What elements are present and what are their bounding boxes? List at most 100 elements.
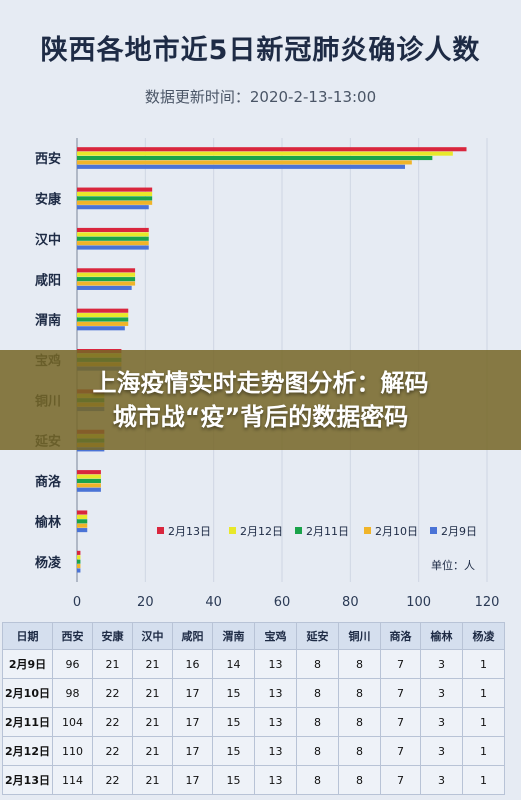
table-cell: 8 [338,736,381,766]
bar-chart: 020406080100120西安安康汉中咸阳渭南宝鸡铜川延安商洛榆林杨凌2月1… [34,138,500,610]
bar [77,474,101,479]
table-cell: 8 [296,765,339,795]
bar [77,321,129,326]
table-cell: 8 [338,707,381,737]
legend-swatch [157,527,164,534]
table-header-cell: 商洛 [380,622,421,650]
bar [77,313,129,318]
bar [77,308,129,313]
x-tick-label: 0 [73,595,81,610]
table-cell: 13 [254,736,297,766]
table-cell: 98 [52,678,93,708]
table-cell: 7 [380,707,421,737]
table-cell: 15 [212,765,255,795]
table-header-cell: 西安 [52,622,93,650]
table-cell: 22 [92,678,133,708]
category-label: 西安 [35,151,61,167]
table-date-cell: 2月12日 [2,736,53,766]
bar [77,281,136,286]
x-tick-label: 120 [475,595,500,610]
category-label: 咸阳 [35,272,61,288]
table-header-row: 日期 西安 安康 汉中 咸阳 渭南 宝鸡 延安 铜川 商洛 榆林 杨凌 [2,622,505,650]
table-cell: 1 [462,649,505,679]
bar [77,317,129,322]
bar [77,232,149,237]
table-row: 2月13日 114 22 21 17 15 13 8 8 7 3 1 [2,765,505,795]
bar [77,550,81,555]
table-cell: 1 [462,678,505,708]
headline-line-1: 上海疫情实时走势图分析：解码 [92,369,429,397]
bar [77,155,433,161]
table-date-cell: 2月11日 [2,707,53,737]
bar [77,187,153,192]
unit-label: 单位：人 [431,558,475,572]
bar [77,277,136,282]
table-header-cell: 渭南 [212,622,255,650]
table-cell: 13 [254,765,297,795]
table-row: 2月11日 104 22 21 17 15 13 8 8 7 3 1 [2,707,505,737]
bar [77,528,88,533]
x-tick-label: 100 [406,595,431,610]
table-cell: 3 [420,707,463,737]
table-cell: 17 [172,678,213,708]
legend-label: 2月11日 [306,525,349,538]
bar [77,519,88,524]
table-date-cell: 2月10日 [2,678,53,708]
table-cell: 13 [254,649,297,679]
bar [77,510,88,515]
bar [77,160,412,165]
table-cell: 17 [172,707,213,737]
bar [77,196,153,201]
bar [77,564,81,569]
table-cell: 22 [92,736,133,766]
bar [77,568,81,573]
table-row: 2月9日 96 21 21 16 14 13 8 8 7 3 1 [2,649,505,679]
table-cell: 21 [92,649,133,679]
legend-label: 2月12日 [240,525,283,538]
bar [77,151,453,156]
chart-title: 陕西各地市近5日新冠肺炎确诊人数 [40,35,481,66]
table-cell: 1 [462,765,505,795]
bar [77,236,149,241]
table-cell: 96 [52,649,93,679]
table-cell: 14 [212,649,255,679]
table-cell: 8 [296,678,339,708]
category-label: 商洛 [35,474,62,490]
table-cell: 1 [462,707,505,737]
table-header-cell: 榆林 [420,622,463,650]
bar [77,147,467,152]
bar [77,227,149,233]
update-time: 数据更新时间：2020-2-13-13:00 [144,88,377,106]
table-cell: 3 [420,736,463,766]
table-date-cell: 2月13日 [2,765,53,795]
table-cell: 8 [338,765,381,795]
bar [77,285,132,290]
category-label: 安康 [35,192,62,208]
table-cell: 1 [462,736,505,766]
bar [77,200,153,205]
table-cell: 16 [172,649,213,679]
table-cell: 104 [52,707,93,737]
table-cell: 3 [420,649,463,679]
table-cell: 21 [132,678,173,708]
legend-swatch [295,527,302,534]
data-table: 日期 西安 安康 汉中 咸阳 渭南 宝鸡 延安 铜川 商洛 榆林 杨凌 2月9日 96 21 21 16 14 1… [2,622,505,795]
table-header-cell: 铜川 [338,622,381,650]
table-cell: 7 [380,765,421,795]
bar [77,241,149,246]
bar [77,523,88,528]
bar [77,272,136,277]
table-cell: 13 [254,678,297,708]
bar [77,205,149,210]
table-cell: 21 [132,736,173,766]
bar [77,514,88,519]
bar [77,268,136,273]
bar [77,483,101,488]
table-row: 2月10日 98 22 21 17 15 13 8 8 7 3 1 [2,678,505,708]
category-label: 渭南 [35,313,61,329]
bar [77,191,153,197]
bar [77,470,101,475]
table-header-cell: 汉中 [132,622,173,650]
table-header-cell: 安康 [92,622,133,650]
table-cell: 7 [380,649,421,679]
